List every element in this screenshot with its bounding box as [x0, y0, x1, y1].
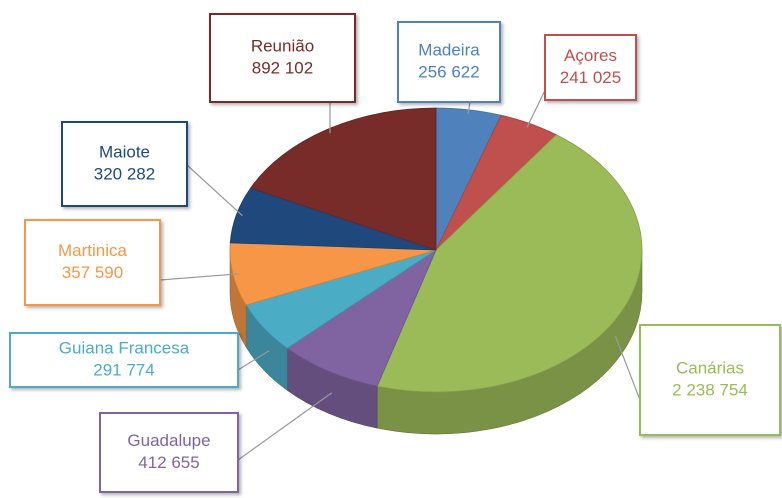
label-value: 412 655 — [138, 453, 199, 472]
label-category: Martinica — [58, 241, 128, 260]
leader-line — [159, 273, 240, 281]
slice — [250, 107, 437, 251]
slice — [376, 134, 643, 393]
label-value: 241 025 — [560, 68, 621, 87]
label-category: Guiana Francesa — [59, 338, 190, 357]
label-box — [9, 332, 239, 388]
label-category: Reunião — [251, 36, 314, 55]
pie-sides — [229, 249, 643, 435]
label-category: Açores — [564, 46, 617, 65]
label-category: Maiote — [99, 142, 150, 161]
label-box — [639, 324, 781, 436]
label-box — [24, 219, 161, 306]
label-category: Canárias — [676, 358, 744, 377]
label-value: 291 774 — [93, 360, 154, 379]
label-box — [397, 21, 501, 103]
label-box — [99, 412, 239, 493]
label-box — [209, 13, 356, 103]
slice — [286, 248, 437, 387]
labels: Madeira 256 622 Açores 241 025 Canárias 2 238… — [9, 13, 781, 493]
label-value: 357 590 — [62, 263, 123, 282]
label-box — [61, 121, 188, 207]
leader-line — [467, 101, 471, 115]
leader-line — [186, 164, 243, 217]
leader-line — [237, 392, 333, 461]
label-value: 892 102 — [252, 58, 313, 77]
label-category: Guadalupe — [127, 431, 210, 450]
label-value: 2 238 754 — [672, 380, 748, 399]
label-value: 320 282 — [94, 164, 155, 183]
label-box — [544, 34, 637, 101]
label-value: 256 622 — [418, 62, 479, 81]
pie-tops — [229, 107, 643, 393]
leader-line — [614, 335, 641, 401]
leader-line — [237, 350, 270, 371]
label-category: Madeira — [418, 40, 480, 59]
